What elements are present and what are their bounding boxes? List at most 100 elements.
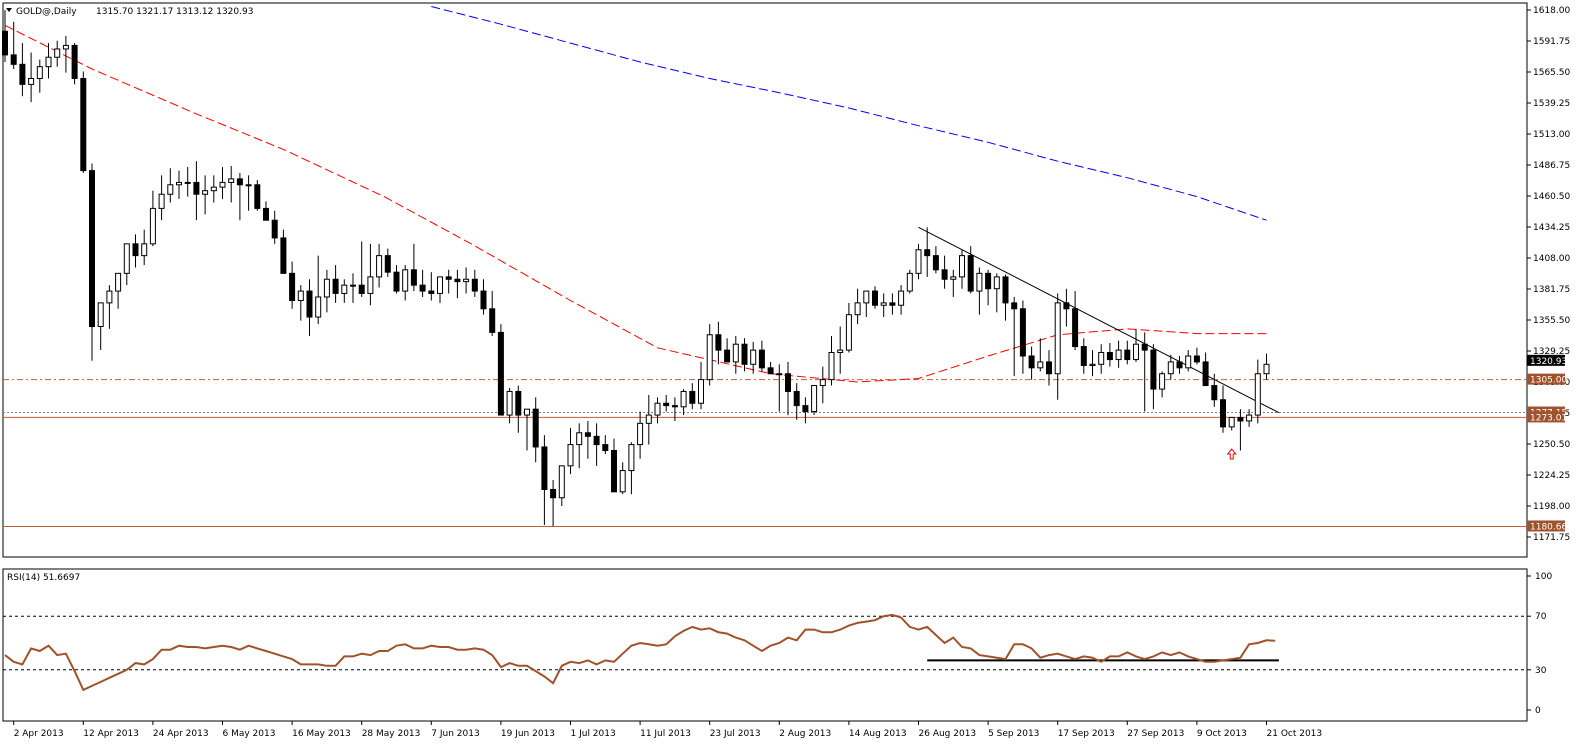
candle-body-bear bbox=[932, 255, 939, 271]
rsi-panel[interactable] bbox=[2, 568, 1528, 722]
candle-body-bull bbox=[141, 243, 148, 257]
candle-body-bull bbox=[854, 302, 861, 316]
time-tick-label: 28 May 2013 bbox=[362, 729, 421, 739]
candle-body-bull bbox=[898, 290, 905, 306]
candle-body-bear bbox=[541, 446, 548, 490]
time-tick-label: 9 Oct 2013 bbox=[1197, 729, 1247, 739]
candle-body-bear bbox=[1106, 351, 1113, 361]
candle bbox=[872, 286, 878, 309]
candle-body-bear bbox=[724, 349, 731, 363]
candle bbox=[811, 385, 818, 416]
candle bbox=[671, 397, 678, 421]
candle-body-bear bbox=[236, 178, 243, 186]
candle bbox=[1089, 350, 1096, 377]
candle-body-bull bbox=[167, 184, 174, 195]
candle-body-bear bbox=[454, 278, 461, 283]
current-price-background bbox=[1527, 354, 1565, 366]
candle-body-bear bbox=[306, 290, 313, 318]
price-tick-label: 1381.75 bbox=[1533, 285, 1570, 295]
time-tick-label: 11 Jul 2013 bbox=[640, 729, 691, 739]
candle-body-bear bbox=[1063, 302, 1070, 310]
time-tick-label: 7 Jun 2013 bbox=[431, 729, 479, 739]
candle bbox=[950, 269, 957, 297]
candle bbox=[558, 465, 565, 506]
candle bbox=[158, 175, 165, 221]
candle bbox=[367, 243, 374, 306]
candle-body-bear bbox=[924, 249, 931, 257]
candle-body-bear bbox=[10, 54, 17, 65]
candle-body-bear bbox=[271, 219, 278, 239]
candle bbox=[236, 172, 243, 221]
candle bbox=[10, 21, 17, 70]
candle-body-bull bbox=[819, 379, 826, 387]
candle-body-bear bbox=[471, 278, 478, 292]
candle bbox=[19, 43, 26, 97]
candle-body-bear bbox=[332, 278, 339, 294]
price-tick-label: 1618.00 bbox=[1533, 6, 1570, 16]
candle bbox=[350, 273, 356, 303]
candle bbox=[1098, 344, 1105, 374]
candle bbox=[219, 167, 226, 199]
candle-body-bear bbox=[71, 44, 78, 79]
candle bbox=[1106, 343, 1113, 367]
candle-body-bull bbox=[36, 66, 43, 79]
candle-body-bull bbox=[619, 470, 626, 493]
candle bbox=[550, 480, 557, 527]
candle-body-bull bbox=[228, 178, 235, 183]
candle bbox=[915, 243, 922, 280]
candle-body-bull bbox=[828, 351, 835, 381]
candle bbox=[611, 438, 617, 493]
candle bbox=[532, 397, 539, 463]
candle bbox=[863, 290, 870, 318]
candle-body-bear bbox=[1202, 361, 1209, 387]
candle-body-bull bbox=[1098, 351, 1105, 365]
candle-body-bull bbox=[1228, 416, 1235, 428]
rsi-label: RSI(14) 51.6697 bbox=[7, 573, 80, 583]
price-panel[interactable] bbox=[2, 2, 1528, 558]
candle-body-bull bbox=[315, 296, 322, 318]
chart-menu-triangle-icon[interactable] bbox=[6, 8, 12, 12]
candle bbox=[880, 293, 887, 318]
candle-body-bear bbox=[602, 444, 609, 451]
candle bbox=[1133, 328, 1139, 362]
candle bbox=[141, 229, 148, 266]
candle-body-bull bbox=[202, 190, 209, 195]
candle bbox=[967, 246, 974, 294]
candle bbox=[228, 165, 235, 203]
candle-body-bear bbox=[254, 184, 261, 209]
candle-body-bear bbox=[671, 405, 678, 408]
candle bbox=[54, 40, 61, 67]
candle-body-bear bbox=[689, 390, 696, 404]
candle-body-bear bbox=[80, 77, 87, 172]
candle-body-bear bbox=[419, 284, 426, 292]
candle-body-bear bbox=[532, 408, 539, 448]
candle bbox=[793, 383, 800, 420]
candle bbox=[280, 229, 287, 274]
candle-body-bull bbox=[1133, 343, 1139, 361]
candle bbox=[454, 269, 461, 299]
candle bbox=[115, 272, 122, 309]
time-tick-label: 26 Aug 2013 bbox=[919, 729, 977, 739]
candle-body-bear bbox=[1150, 349, 1157, 390]
candle bbox=[1037, 338, 1044, 372]
candle bbox=[628, 442, 635, 495]
candle-body-bull bbox=[567, 444, 574, 467]
candle-body-bull bbox=[811, 385, 818, 413]
candle-body-bull bbox=[645, 414, 652, 424]
candle-body-bull bbox=[376, 255, 383, 278]
candle bbox=[1072, 291, 1079, 351]
candle bbox=[584, 420, 591, 459]
rsi-line bbox=[4, 613, 1276, 692]
candle bbox=[524, 408, 530, 451]
rsi-tick-label: 100 bbox=[1535, 572, 1552, 582]
candle-body-bull bbox=[750, 349, 757, 365]
candle-body-bear bbox=[497, 331, 504, 416]
candle-body-bull bbox=[1037, 361, 1044, 369]
candle-body-bear bbox=[550, 488, 557, 499]
candle bbox=[167, 168, 174, 203]
candle bbox=[410, 243, 417, 292]
candle-body-bull bbox=[1159, 373, 1166, 390]
candle-body-bear bbox=[280, 237, 287, 274]
candle-body-bear bbox=[89, 170, 95, 327]
